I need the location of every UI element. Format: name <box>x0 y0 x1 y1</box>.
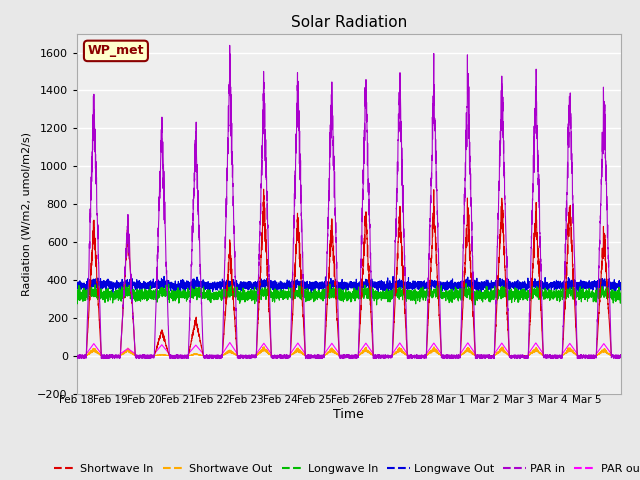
Legend: Shortwave In, Shortwave Out, Longwave In, Longwave Out, PAR in, PAR out: Shortwave In, Shortwave Out, Longwave In… <box>49 459 640 478</box>
Title: Solar Radiation: Solar Radiation <box>291 15 407 30</box>
Text: WP_met: WP_met <box>88 44 144 58</box>
X-axis label: Time: Time <box>333 408 364 421</box>
Y-axis label: Radiation (W/m2, umol/m2/s): Radiation (W/m2, umol/m2/s) <box>22 132 32 296</box>
